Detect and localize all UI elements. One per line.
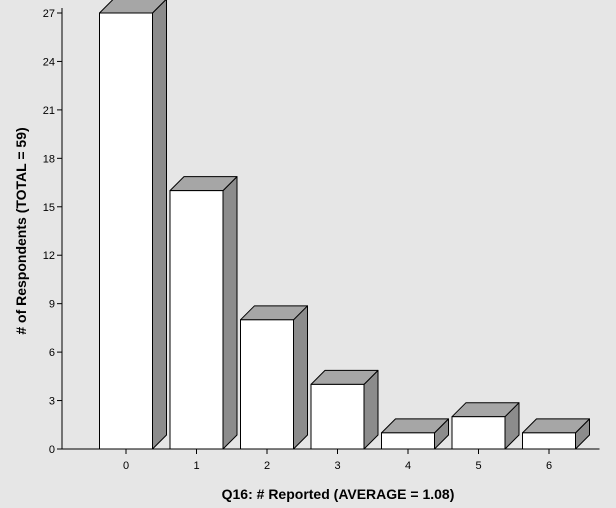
- x-tick-label: 3: [334, 460, 340, 472]
- x-tick-label: 4: [405, 460, 411, 472]
- y-axis: 0 3 6 9 12 15 18 21 24 27: [43, 8, 63, 456]
- bar-side: [293, 305, 308, 450]
- y-tick-label: 15: [43, 202, 55, 214]
- bar-front: [310, 383, 365, 450]
- x-tick-label: 2: [264, 460, 270, 472]
- bar-front: [99, 12, 153, 450]
- bar-side: [152, 0, 167, 450]
- y-axis-title: # of Respondents (TOTAL = 59): [13, 127, 29, 334]
- bar: [522, 418, 590, 450]
- x-tick-label: 1: [193, 460, 199, 472]
- y-tick-label: 27: [43, 8, 55, 20]
- x-tick-label: 5: [475, 460, 481, 472]
- bar-front: [381, 432, 435, 450]
- bar: [99, 0, 167, 450]
- y-tick-label: 18: [43, 153, 55, 165]
- x-axis-title: Q16: # Reported (AVERAGE = 1.08): [222, 486, 455, 502]
- bar: [169, 176, 238, 450]
- y-tick-label: 12: [43, 250, 55, 262]
- x-tick-label: 6: [546, 460, 552, 472]
- y-tick-label: 3: [49, 396, 55, 408]
- bar: [451, 402, 520, 450]
- bar-front: [240, 319, 294, 450]
- bar: [381, 418, 449, 450]
- x-tick-label: 0: [123, 460, 129, 472]
- bar-side: [222, 176, 238, 450]
- bar-front: [522, 432, 576, 450]
- bar: [310, 369, 379, 450]
- bars-group: [99, 0, 590, 450]
- y-tick-label: 0: [49, 444, 55, 456]
- bar-front: [451, 416, 506, 450]
- bar-front: [169, 190, 224, 450]
- y-tick-label: 6: [49, 347, 55, 359]
- x-axis: 0 1 2 3 4 5 6: [62, 448, 600, 472]
- y-tick-label: 9: [49, 299, 55, 311]
- y-tick-label: 24: [43, 56, 55, 68]
- bar: [240, 305, 308, 450]
- y-tick-label: 21: [43, 105, 55, 117]
